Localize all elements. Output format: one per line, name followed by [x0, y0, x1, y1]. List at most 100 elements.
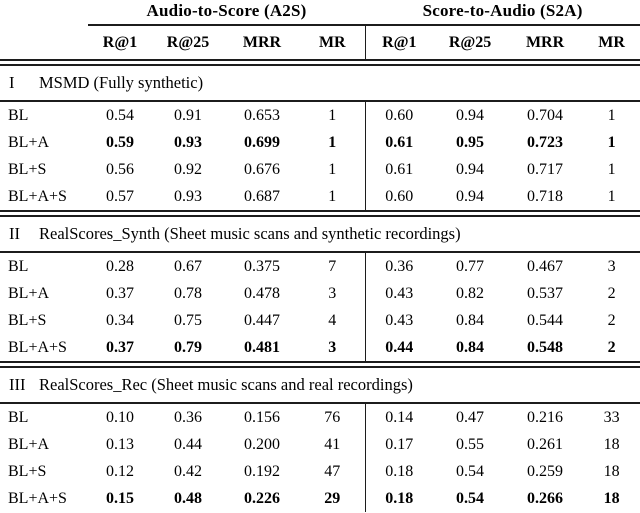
- cell: 0.687: [244, 187, 280, 205]
- cell: 0.61: [364, 156, 434, 183]
- cell: 0.54: [456, 462, 485, 480]
- cell: 0.447: [244, 311, 280, 329]
- cell: 76: [324, 408, 341, 426]
- cell: 0.28: [106, 257, 134, 275]
- cell: 0.156: [244, 408, 280, 426]
- row-label: BL+A: [8, 133, 50, 151]
- cell: 0.94: [456, 106, 485, 124]
- cell: 0.478: [244, 284, 280, 302]
- cell: 0.82: [456, 284, 485, 302]
- section-numeral: I: [9, 73, 15, 92]
- cell: 18: [603, 462, 620, 480]
- cell: 0.18: [364, 485, 434, 512]
- cell: 0.42: [174, 462, 202, 480]
- table-row: BL+S 0.56 0.92 0.676 1 0.61 0.94 0.717 1: [0, 156, 640, 183]
- section-title: RealScores_Synth (Sheet music scans and …: [39, 224, 461, 243]
- row-label: BL+A+S: [8, 187, 67, 205]
- cell: 1: [607, 106, 616, 124]
- group-header-a2s: Audio-to-Score (A2S): [88, 0, 366, 26]
- cell: 2: [607, 338, 616, 356]
- cell: 0.54: [106, 106, 134, 124]
- cell: 0.544: [527, 311, 564, 329]
- cell: 0.200: [244, 435, 280, 453]
- cell: 0.55: [456, 435, 485, 453]
- cell: 0.537: [527, 284, 564, 302]
- cell: 0.60: [364, 183, 434, 214]
- row-label: BL: [8, 257, 29, 275]
- cell: 1: [328, 106, 337, 124]
- row-label: BL+A: [8, 435, 50, 453]
- cell: 0.36: [364, 252, 434, 280]
- cell: 1: [607, 160, 616, 178]
- cell: 3: [607, 257, 616, 275]
- cell: 0.723: [527, 133, 564, 151]
- cell: 0.44: [364, 334, 434, 365]
- cell: 0.61: [364, 129, 434, 156]
- cell: 0.56: [106, 160, 134, 178]
- cell: 41: [324, 435, 341, 453]
- col-header-a2s-r25: R@25: [166, 33, 210, 51]
- cell: 0.704: [527, 106, 564, 124]
- cell: 0.14: [364, 403, 434, 431]
- section-header-realscores-synth: II RealScores_Synth (Sheet music scans an…: [0, 210, 640, 253]
- cell: 0.93: [174, 133, 202, 151]
- cell: 0.92: [174, 160, 202, 178]
- col-header-a2s-r1: R@1: [102, 33, 138, 51]
- cell: 0.481: [244, 338, 280, 356]
- cell: 0.79: [174, 338, 202, 356]
- table-row: BL+A+S 0.57 0.93 0.687 1 0.60 0.94 0.718…: [0, 183, 640, 214]
- section-header-msmd: I MSMD (Fully synthetic): [0, 59, 640, 102]
- section-numeral: III: [9, 375, 26, 394]
- cell: 0.699: [244, 133, 280, 151]
- section-title: MSMD (Fully synthetic): [39, 73, 204, 92]
- cell: 0.676: [244, 160, 280, 178]
- section-header-realscores-rec: III RealScores_Rec (Sheet music scans and…: [0, 361, 640, 404]
- cell: 0.47: [456, 408, 485, 426]
- cell: 0.17: [364, 431, 434, 458]
- cell: 0.467: [527, 257, 564, 275]
- cell: 0.77: [456, 257, 485, 275]
- row-label: BL: [8, 408, 29, 426]
- table-row: BL+A 0.59 0.93 0.699 1 0.61 0.95 0.723 1: [0, 129, 640, 156]
- row-label: BL+S: [8, 160, 47, 178]
- section-numeral: II: [9, 224, 20, 243]
- cell: 18: [603, 489, 620, 507]
- cell: 0.84: [456, 311, 485, 329]
- row-label: BL+A+S: [8, 338, 67, 356]
- cell: 0.718: [527, 187, 564, 205]
- column-header-row: R@1 R@25 MRR MR R@1 R@25 MRR MR: [0, 25, 640, 63]
- cell: 0.37: [106, 284, 134, 302]
- cell: 0.60: [364, 101, 434, 129]
- table-row: BL+S 0.12 0.42 0.192 47 0.18 0.54 0.259 …: [0, 458, 640, 485]
- cell: 1: [328, 133, 337, 151]
- cell: 0.34: [106, 311, 134, 329]
- row-label: BL: [8, 106, 29, 124]
- cell: 0.57: [106, 187, 134, 205]
- table-row: BL+A+S 0.15 0.48 0.226 29 0.18 0.54 0.26…: [0, 485, 640, 512]
- table-row: BL 0.54 0.91 0.653 1 0.60 0.94 0.704 1: [0, 101, 640, 129]
- cell: 0.59: [106, 133, 134, 151]
- cell: 0.94: [456, 160, 485, 178]
- cell: 0.67: [174, 257, 202, 275]
- cell: 0.37: [106, 338, 134, 356]
- cell: 0.259: [527, 462, 564, 480]
- table-row: BL 0.10 0.36 0.156 76 0.14 0.47 0.216 33: [0, 403, 640, 431]
- cell: 3: [328, 338, 337, 356]
- cell: 0.192: [244, 462, 280, 480]
- col-header-s2a-mrr: MRR: [525, 33, 565, 51]
- cell: 0.216: [527, 408, 564, 426]
- cell: 0.43: [364, 307, 434, 334]
- cell: 33: [603, 408, 620, 426]
- col-header-s2a-r1: R@1: [364, 25, 434, 63]
- table-row: BL 0.28 0.67 0.375 7 0.36 0.77 0.467 3: [0, 252, 640, 280]
- cell: 0.12: [106, 462, 134, 480]
- cell: 1: [328, 160, 337, 178]
- cell: 18: [603, 435, 620, 453]
- table-row: BL+S 0.34 0.75 0.447 4 0.43 0.84 0.544 2: [0, 307, 640, 334]
- cell: 7: [328, 257, 337, 275]
- group-header-s2a: Score-to-Audio (S2A): [365, 0, 640, 26]
- cell: 4: [328, 311, 337, 329]
- table-row: BL+A 0.37 0.78 0.478 3 0.43 0.82 0.537 2: [0, 280, 640, 307]
- section-title: RealScores_Rec (Sheet music scans and re…: [39, 375, 413, 394]
